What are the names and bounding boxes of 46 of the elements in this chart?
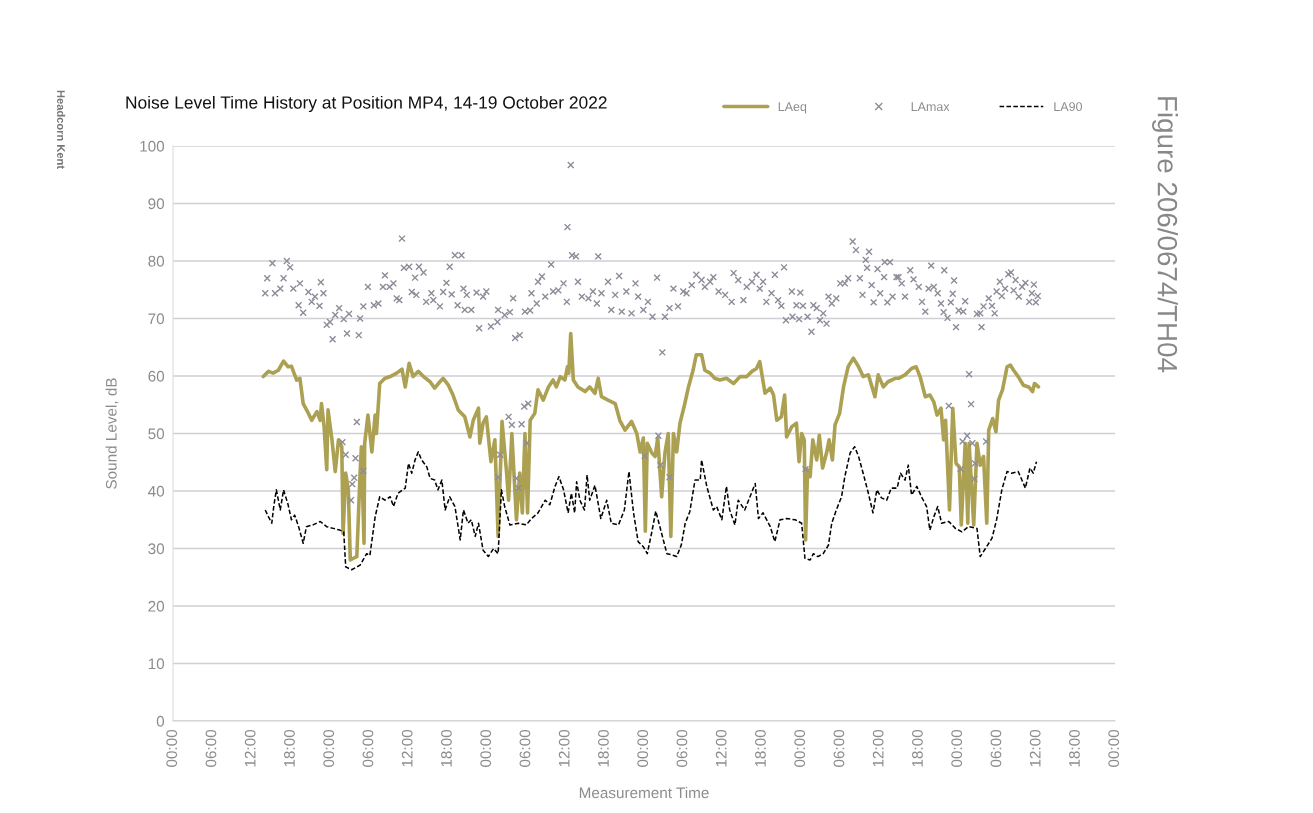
line-series xyxy=(261,331,1041,562)
x-tick-label: 12:00 xyxy=(558,729,570,767)
y-tick-label: 10 xyxy=(148,658,165,670)
caption: Figure 206/0674/TH04 xyxy=(1152,97,1178,373)
y-tick-label: 100 xyxy=(140,140,165,152)
x-tick-label: 00:00 xyxy=(323,729,335,767)
x-tick-label: 18:00 xyxy=(1069,729,1080,767)
y-tick-label: 90 xyxy=(148,198,165,210)
x-tick-label: 12:00 xyxy=(715,729,727,767)
x-tick-label: 00:00 xyxy=(951,729,963,767)
y-tick-label: 20 xyxy=(148,600,165,612)
y-tick-label: 70 xyxy=(148,313,165,325)
x-tick-label: 12:00 xyxy=(401,729,413,767)
x-tick-label: 18:00 xyxy=(284,729,295,767)
x-tick-label: 12:00 xyxy=(1029,729,1041,767)
x-tick-label: 18:00 xyxy=(598,729,609,767)
x-tick-label: 00:00 xyxy=(1108,729,1120,767)
x-tick-label: 06:00 xyxy=(519,729,531,767)
x-tick-label: 06:00 xyxy=(833,729,845,767)
chart-title: Noise Level Time History at Position MP4, 14-19 October 2022 xyxy=(126,95,607,113)
x-tick-label: 00:00 xyxy=(637,729,649,767)
y-tick-label: 60 xyxy=(148,370,165,382)
legend-label: LA90 xyxy=(1054,102,1083,112)
y-tick-label: 50 xyxy=(148,428,165,440)
y-tick-label: 0 xyxy=(156,715,165,727)
x-tick-label: 18:00 xyxy=(755,729,766,767)
x-tick-label: 06:00 xyxy=(205,729,217,767)
x-tick-label: 06:00 xyxy=(362,729,374,767)
x-tick-label: 00:00 xyxy=(166,729,178,767)
text: Headcorn Kent xyxy=(57,90,66,169)
x-tick-label: 12:00 xyxy=(872,729,884,767)
x-tick-label: 06:00 xyxy=(990,729,1002,767)
y-axis-title: Sound Level, dB xyxy=(105,378,119,489)
legend-label: LAmax xyxy=(911,102,950,112)
x-tick-label: 18:00 xyxy=(441,729,452,767)
x-tick-label: 18:00 xyxy=(912,729,923,767)
x-axis-title: Measurement Time xyxy=(579,787,709,799)
y-tick-label: 40 xyxy=(148,485,165,497)
y-tick-label: 80 xyxy=(148,255,165,267)
legend-label: LAeq xyxy=(778,102,807,114)
x-tick-label: 00:00 xyxy=(794,729,806,767)
x-tick-label: 06:00 xyxy=(676,729,688,767)
x-tick-label: 12:00 xyxy=(244,729,256,767)
line-series xyxy=(264,445,1038,571)
y-tick-label: 30 xyxy=(148,543,165,555)
x-tick-label: 00:00 xyxy=(480,729,492,767)
